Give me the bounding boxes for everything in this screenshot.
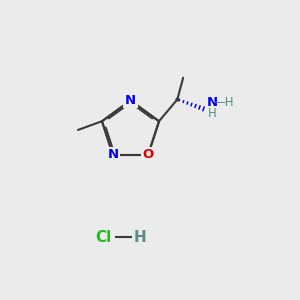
Text: N: N <box>125 94 136 107</box>
Text: H: H <box>208 107 217 120</box>
Text: —H: —H <box>214 96 234 109</box>
Text: N: N <box>107 148 118 161</box>
Text: O: O <box>142 148 154 161</box>
Text: N: N <box>207 96 218 109</box>
Text: H: H <box>134 230 146 244</box>
Text: Cl: Cl <box>95 230 111 244</box>
